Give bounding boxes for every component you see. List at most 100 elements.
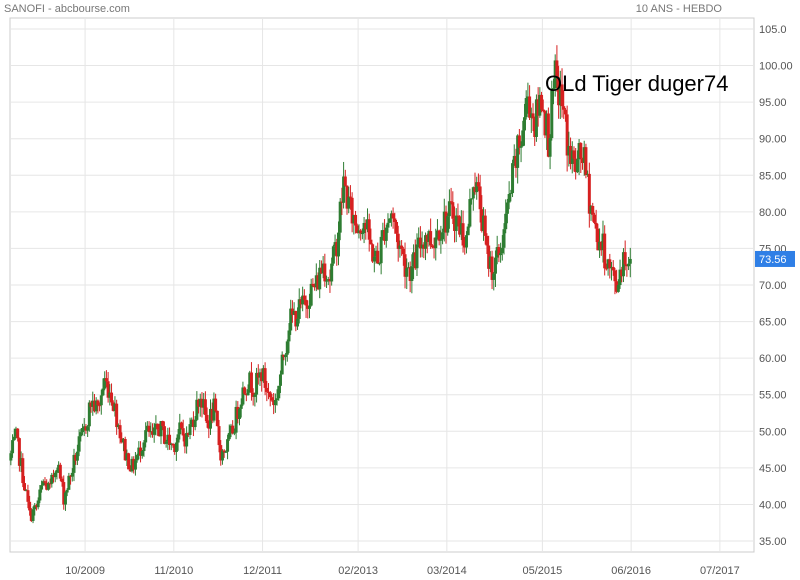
candle-body	[226, 439, 230, 452]
candle-body	[499, 253, 503, 256]
candle-body	[82, 426, 86, 429]
candle-body	[62, 482, 66, 505]
candle-body	[292, 310, 296, 315]
candle-body	[482, 215, 486, 231]
candle-body	[311, 283, 315, 286]
candle-body	[152, 427, 156, 435]
candle-body	[415, 244, 419, 269]
candle-body	[309, 283, 313, 306]
candle-body	[40, 485, 44, 490]
candle-body	[546, 113, 550, 157]
y-tick-label: 95.00	[759, 97, 787, 109]
candle-body	[538, 94, 542, 116]
x-axis: 10/2009 11/2010 12/2011 02/2013 03/2014 05/20…	[65, 565, 740, 577]
candle-body	[234, 406, 238, 433]
candle-body	[362, 222, 366, 234]
candle-body	[601, 233, 605, 251]
candle-body	[249, 372, 253, 393]
candle-body	[521, 130, 525, 147]
candle-body	[434, 237, 438, 249]
candle-body	[371, 244, 375, 262]
candle-body	[514, 155, 518, 168]
candle-body	[560, 84, 564, 107]
candle-body	[217, 426, 221, 446]
candle-body	[244, 393, 248, 396]
candle-body	[121, 438, 125, 443]
candle-body	[159, 421, 163, 437]
candle-body	[418, 237, 422, 249]
candle-body	[323, 263, 327, 282]
candle-body	[263, 368, 267, 388]
candle-body	[466, 226, 470, 236]
candle-body	[372, 256, 376, 262]
x-tick-label: 03/2014	[427, 565, 467, 577]
candle-body	[359, 230, 363, 234]
candle-body	[24, 490, 28, 492]
candle-body	[321, 263, 325, 274]
candle-body	[572, 150, 576, 159]
candle-body	[490, 256, 494, 280]
candle-body	[531, 113, 535, 119]
candle-body	[272, 400, 276, 406]
candle-body	[212, 398, 216, 421]
y-tick-label: 80.00	[759, 207, 787, 219]
candle-body	[174, 442, 178, 453]
candle-body	[348, 196, 352, 198]
candle-body	[512, 155, 516, 164]
candle-body	[224, 451, 228, 453]
candle-body	[149, 431, 153, 433]
candle-body	[125, 453, 129, 461]
candle-body	[38, 489, 42, 501]
candle-body	[495, 247, 499, 258]
candle-body	[236, 406, 240, 419]
x-tick-label: 10/2009	[65, 565, 105, 577]
candle-body	[127, 453, 131, 470]
y-tick-label: 90.00	[759, 134, 787, 146]
candle-body	[128, 469, 132, 472]
candle-body	[406, 267, 410, 269]
candle-body	[376, 250, 380, 264]
candle-body	[162, 426, 166, 444]
candle-body	[302, 295, 306, 300]
candle-body	[98, 405, 102, 407]
candle-body	[331, 246, 335, 264]
candle-body	[384, 227, 388, 241]
candle-body	[297, 299, 301, 319]
chart-title: SANOFI - abcbourse.com	[4, 3, 130, 15]
candle-body	[424, 235, 428, 249]
watermark-text: OLd Tiger duger74	[545, 71, 728, 96]
candle-body	[316, 275, 320, 290]
candle-body	[23, 483, 27, 491]
y-tick-label: 40.00	[759, 499, 787, 511]
candle-body	[52, 474, 56, 478]
candle-body	[562, 106, 566, 110]
candle-body	[437, 230, 441, 241]
candle-body	[195, 399, 199, 420]
candle-body	[604, 268, 608, 270]
x-tick-label: 02/2013	[338, 565, 378, 577]
candle-body	[417, 237, 421, 245]
y-tick-label: 35.00	[759, 536, 787, 548]
candle-body	[611, 266, 615, 271]
candle-body	[144, 430, 148, 443]
candle-body	[381, 230, 385, 237]
candle-body	[500, 247, 504, 254]
candle-body	[451, 202, 455, 219]
candle-body	[441, 232, 445, 240]
candle-body	[328, 279, 332, 282]
candle-body	[493, 257, 497, 274]
candle-body	[282, 354, 286, 358]
candle-body	[268, 392, 272, 398]
candle-body	[476, 182, 480, 187]
candle-body	[442, 211, 446, 233]
candle-body	[326, 279, 330, 281]
candle-body	[589, 205, 593, 214]
candle-body	[408, 267, 412, 282]
candle-body	[287, 330, 291, 342]
candle-body	[594, 222, 598, 229]
candle-body	[618, 269, 622, 286]
candle-body	[545, 113, 549, 136]
candle-body	[307, 305, 311, 309]
candle-body	[301, 295, 305, 305]
candle-body	[606, 259, 610, 269]
